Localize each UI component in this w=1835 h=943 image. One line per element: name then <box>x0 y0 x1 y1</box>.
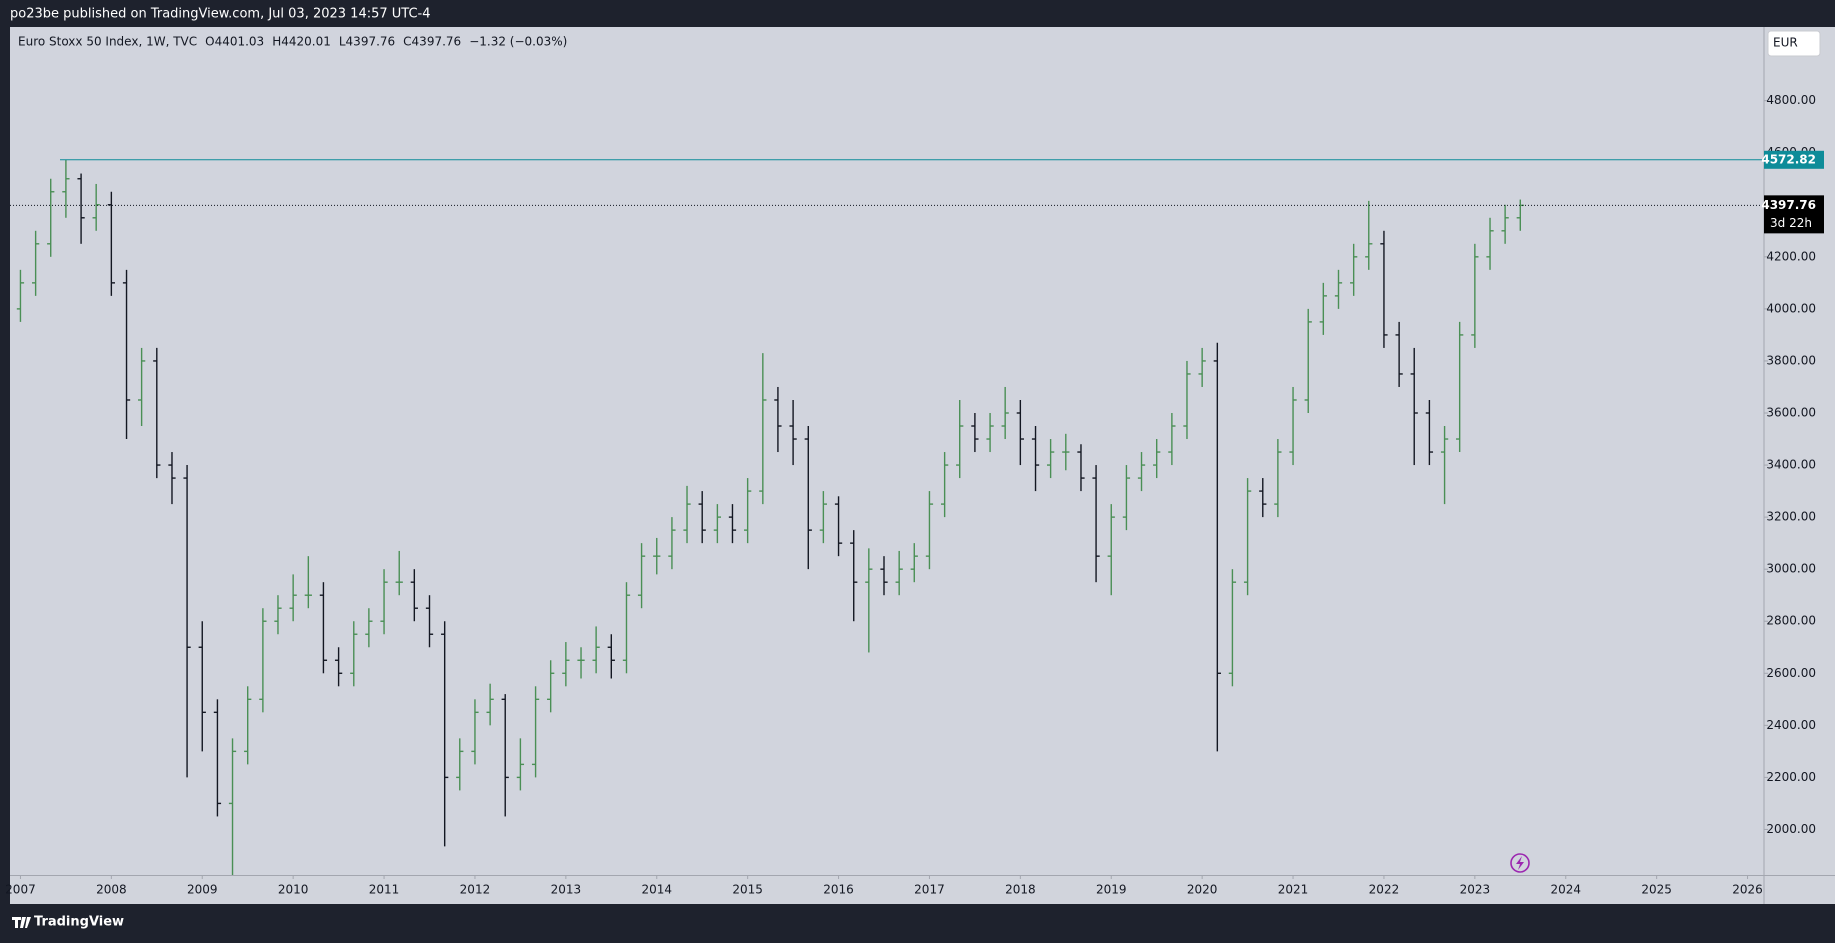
last-price-label: 4397.76 <box>1761 198 1816 212</box>
series <box>10 159 1763 875</box>
y-tick-label: 2600.00 <box>1766 666 1816 680</box>
x-tick-label: 2020 <box>1187 883 1218 897</box>
currency-label[interactable]: EUR <box>1773 36 1798 50</box>
left-border <box>0 0 10 939</box>
legend: Euro Stoxx 50 Index, 1W, TVC O4401.03 H44… <box>18 35 567 49</box>
x-tick-label: 2023 <box>1460 883 1491 897</box>
x-tick-label: 2016 <box>823 883 854 897</box>
y-tick-label: 3800.00 <box>1766 353 1816 367</box>
currency-button[interactable] <box>1767 30 1821 57</box>
x-tick-label: 2007 <box>5 883 36 897</box>
x-tick-label: 2024 <box>1550 883 1581 897</box>
x-tick-label: 2018 <box>1005 883 1036 897</box>
x-tick-label: 2014 <box>641 883 672 897</box>
x-tick-label: 2008 <box>96 883 127 897</box>
plot-area <box>10 27 1763 875</box>
x-tick-label: 2013 <box>551 883 582 897</box>
legend-value: H4420.01 <box>272 35 331 49</box>
countdown-label: 3d 22h <box>1770 216 1812 230</box>
y-tick-label: 2400.00 <box>1766 718 1816 732</box>
publish-info: po23be published on TradingView.com, Jul… <box>10 7 431 22</box>
x-tick-label: 2010 <box>278 883 309 897</box>
legend-value: −1.32 (−0.03%) <box>469 35 567 49</box>
y-tick-label: 2800.00 <box>1766 614 1816 628</box>
legend-value: L4397.76 <box>339 35 395 49</box>
y-tick-label: 3200.00 <box>1766 510 1816 524</box>
events-icon[interactable] <box>1510 853 1530 873</box>
x-tick-label: 2012 <box>460 883 491 897</box>
x-tick-label: 2017 <box>914 883 945 897</box>
y-tick-label: 2200.00 <box>1766 770 1816 784</box>
x-tick-label: 2009 <box>187 883 218 897</box>
legend-value: O4401.03 <box>205 35 264 49</box>
y-tick-label: 4000.00 <box>1766 301 1816 315</box>
y-tick-label: 4800.00 <box>1766 93 1816 107</box>
x-tick-label: 2011 <box>369 883 400 897</box>
hline-price-tag <box>1764 150 1824 169</box>
lightning-glyph <box>1516 856 1524 870</box>
y-tick-label: 3000.00 <box>1766 562 1816 576</box>
x-tick-label: 2015 <box>732 883 763 897</box>
y-tick-label: 2000.00 <box>1766 822 1816 836</box>
y-tick-label: 3600.00 <box>1766 405 1816 419</box>
x-tick-label: 2019 <box>1096 883 1127 897</box>
hline-price-label: 4572.82 <box>1761 152 1816 166</box>
brand: TradingView <box>34 915 124 930</box>
x-tick-label: 2026 <box>1732 883 1763 897</box>
legend-value: C4397.76 <box>403 35 461 49</box>
x-tick-label: 2021 <box>1278 883 1309 897</box>
axes: 2000.00 2200.00 2400.00 2600.00 2800.00 3000.… <box>5 93 1824 897</box>
symbol-title: Euro Stoxx 50 Index, 1W, TVC <box>18 35 197 49</box>
y-tick-label: 4200.00 <box>1766 249 1816 263</box>
last-price-tag <box>1764 195 1824 234</box>
y-tick-label: 3400.00 <box>1766 458 1816 472</box>
x-tick-label: 2025 <box>1641 883 1672 897</box>
tv-logo <box>12 917 31 928</box>
x-tick-label: 2022 <box>1369 883 1400 897</box>
